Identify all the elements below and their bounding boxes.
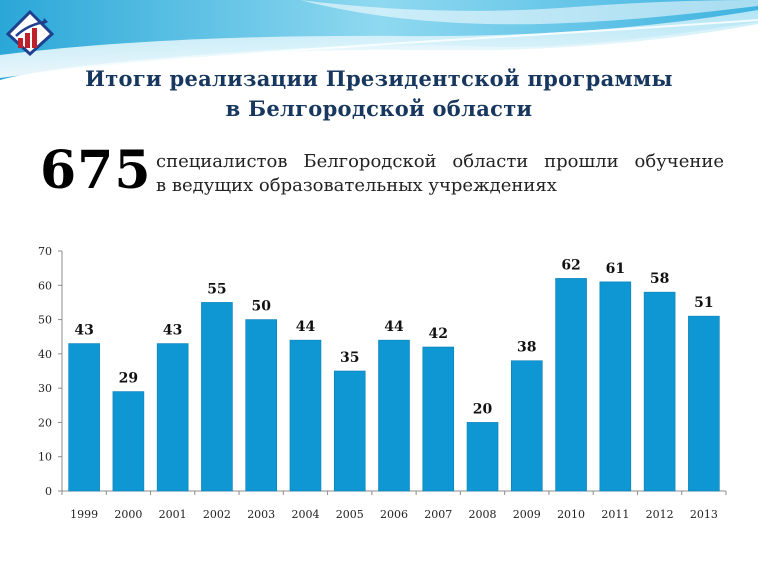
bar <box>555 278 587 492</box>
bar <box>378 339 410 492</box>
data-label: 44 <box>296 319 316 335</box>
data-label: 61 <box>606 261 625 277</box>
data-label: 29 <box>119 371 138 387</box>
x-tick-label: 2000 <box>114 508 142 521</box>
data-label: 62 <box>561 257 580 273</box>
highlight-number: 675 <box>40 140 152 201</box>
data-label: 35 <box>340 350 359 366</box>
bar <box>688 315 720 492</box>
logo-icon <box>6 10 54 56</box>
bar <box>643 291 676 492</box>
header-wave-line <box>149 19 758 65</box>
x-tick-label: 2006 <box>380 508 408 521</box>
y-tick-label: 60 <box>38 279 52 292</box>
header-wave-white <box>300 0 758 25</box>
page-title-line-1: Итоги реализации Президентской программы <box>85 66 673 91</box>
bar <box>112 391 145 492</box>
y-tick-label: 40 <box>38 348 52 361</box>
y-tick-label: 20 <box>38 416 52 429</box>
x-tick-label: 2005 <box>336 508 364 521</box>
data-label: 50 <box>251 299 271 315</box>
highlight-text-line-2: в ведущих образовательных учреждениях <box>156 175 557 196</box>
x-tick-label: 2001 <box>159 508 187 521</box>
x-tick-label: 2013 <box>690 508 718 521</box>
bar <box>201 302 233 492</box>
bar <box>289 339 322 492</box>
data-label: 43 <box>74 323 93 339</box>
y-tick-label: 70 <box>38 245 52 258</box>
bar <box>599 281 632 492</box>
data-label: 20 <box>473 401 493 417</box>
bar <box>68 343 100 492</box>
x-tick-label: 2008 <box>469 508 497 521</box>
y-tick-label: 50 <box>38 314 52 327</box>
data-label: 43 <box>163 323 182 339</box>
x-tick-label: 2007 <box>424 508 452 521</box>
y-tick-label: 30 <box>38 382 52 395</box>
x-tick-label: 2012 <box>646 508 674 521</box>
bar <box>333 370 366 492</box>
bar <box>466 422 499 492</box>
data-label: 44 <box>384 319 404 335</box>
bar <box>156 343 189 492</box>
x-tick-label: 2009 <box>513 508 541 521</box>
bar <box>422 346 455 492</box>
data-label: 51 <box>694 295 713 311</box>
page-title-line-2: в Белгородской области <box>225 96 533 121</box>
x-tick-label: 2003 <box>247 508 275 521</box>
x-tick-label: 2011 <box>601 508 629 521</box>
y-tick-label: 0 <box>45 485 52 498</box>
data-label: 55 <box>207 281 226 297</box>
bar <box>511 360 543 492</box>
highlight-text-line-1: специалистов Белгородской области прошли… <box>156 151 724 172</box>
x-tick-label: 2010 <box>557 508 585 521</box>
y-tick-label: 10 <box>38 451 52 464</box>
x-tick-label: 2004 <box>291 508 319 521</box>
x-tick-label: 1999 <box>70 508 98 521</box>
x-tick-label: 2002 <box>203 508 231 521</box>
data-label: 38 <box>517 340 536 356</box>
data-label: 42 <box>429 326 448 342</box>
data-label: 58 <box>650 271 669 287</box>
bar <box>245 319 277 492</box>
